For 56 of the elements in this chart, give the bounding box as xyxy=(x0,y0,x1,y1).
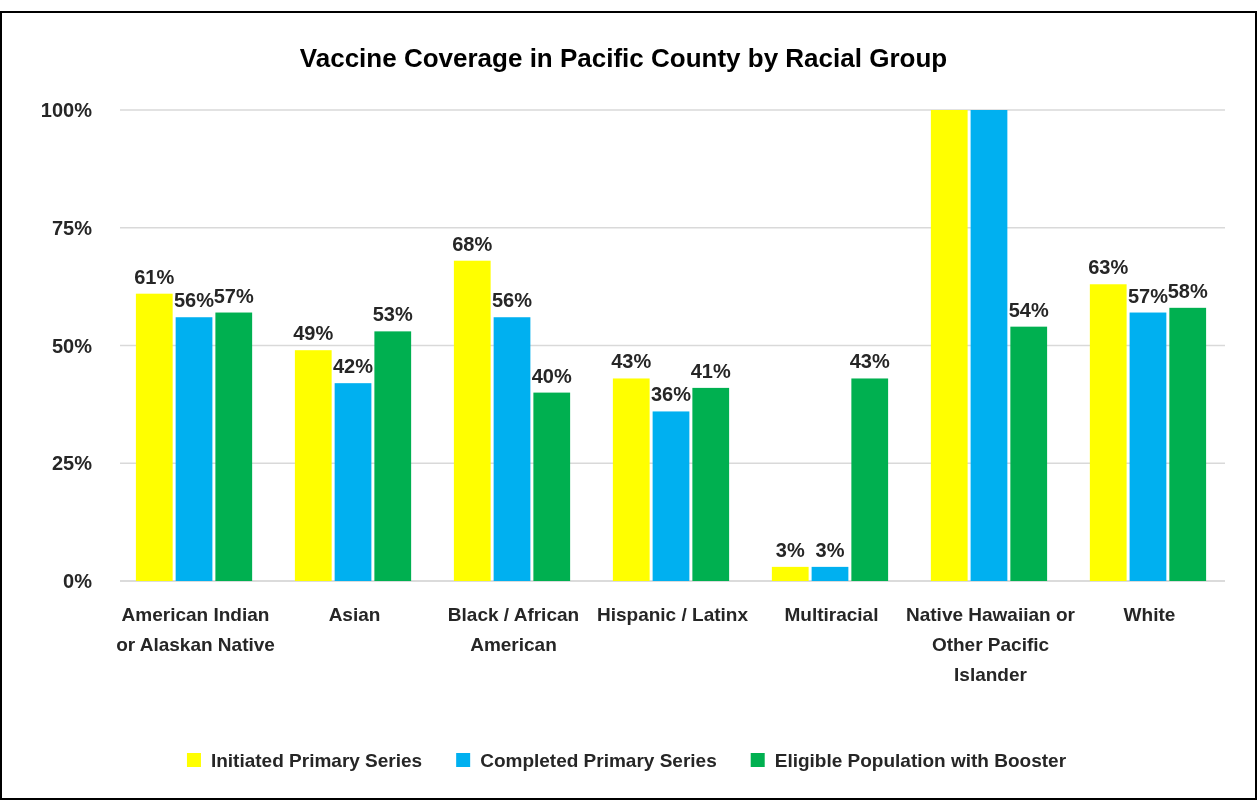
bar xyxy=(533,392,571,581)
data-label: 36% xyxy=(650,383,692,406)
bar xyxy=(692,387,730,581)
bar xyxy=(612,378,650,581)
y-tick-label: 100% xyxy=(40,99,93,121)
bar xyxy=(1089,284,1127,581)
chart-title: Vaccine Coverage in Pacific County by Racial Group xyxy=(299,43,948,73)
data-label: 57% xyxy=(213,284,254,307)
y-tick-label: 0% xyxy=(63,570,93,592)
bar xyxy=(294,350,332,581)
data-label: 49% xyxy=(293,322,334,345)
bar xyxy=(771,566,809,581)
x-tick-label: White xyxy=(1123,604,1176,625)
bar xyxy=(652,411,690,581)
legend-label: Eligible Population with Booster xyxy=(774,749,1067,771)
y-tick-label: 25% xyxy=(51,452,93,475)
y-tick-label: 50% xyxy=(51,334,93,357)
bar xyxy=(851,378,889,581)
bar xyxy=(811,566,849,581)
data-label: 41% xyxy=(690,359,731,382)
bar xyxy=(1010,326,1048,581)
bar xyxy=(453,260,491,581)
data-label: 56% xyxy=(491,289,533,312)
x-tick-label: Asian xyxy=(328,604,381,625)
bar xyxy=(334,383,372,581)
bar xyxy=(1169,307,1207,581)
data-label: 61% xyxy=(134,265,175,288)
data-label: 3% xyxy=(775,538,805,561)
bar xyxy=(970,110,1008,581)
bar xyxy=(135,293,173,581)
x-tick-label: Multiracial xyxy=(784,604,879,625)
data-label: 42% xyxy=(333,355,374,378)
data-label: 43% xyxy=(611,350,652,373)
bar xyxy=(175,317,213,581)
bar xyxy=(1129,312,1167,581)
bar xyxy=(374,331,412,581)
bar xyxy=(215,312,253,581)
x-tick-label: Black / African American xyxy=(447,604,580,655)
data-label: 58% xyxy=(1167,279,1208,302)
legend-label: Completed Primary Series xyxy=(480,749,717,771)
bar xyxy=(930,110,968,581)
y-tick-label: 75% xyxy=(51,216,93,239)
data-label: 53% xyxy=(372,303,413,326)
data-label: 68% xyxy=(452,232,493,255)
data-label: 63% xyxy=(1088,256,1129,279)
data-label: 54% xyxy=(1008,298,1049,321)
x-tick-label: Hispanic / Latinx xyxy=(597,604,749,625)
bar xyxy=(493,317,531,581)
data-label: 3% xyxy=(815,538,845,561)
data-label: 56% xyxy=(174,289,215,312)
data-label: 40% xyxy=(531,364,572,387)
x-tick-label: American Indian or Alaskan Native xyxy=(116,604,275,655)
legend-label: Initiated Primary Series xyxy=(210,749,423,771)
data-label: 43% xyxy=(849,350,890,373)
x-tick-label: Native Hawaiian or Other Pacific Islander xyxy=(906,604,1076,685)
data-label: 57% xyxy=(1127,284,1169,307)
